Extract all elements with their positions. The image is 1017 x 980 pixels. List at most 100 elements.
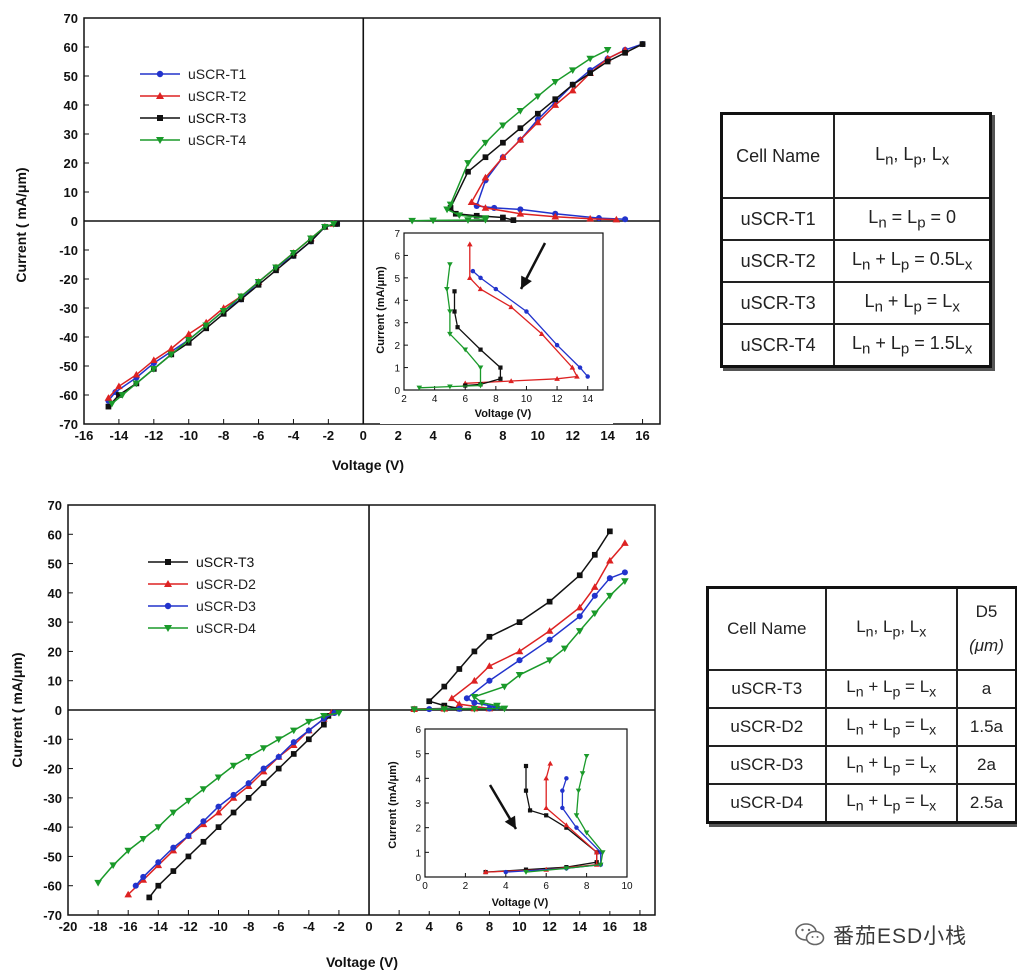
inset-x-tick-label: 4 (503, 881, 509, 892)
data-point (573, 813, 580, 819)
data-point (329, 221, 338, 228)
y-tick-label: 60 (64, 40, 78, 55)
data-point (446, 201, 455, 209)
data-point (146, 894, 153, 901)
x-tick-label: 4 (426, 919, 434, 934)
table1-row-name: uSCR-T4 (720, 323, 836, 368)
table2-row-value: Ln + Lp = Lx (824, 707, 958, 747)
data-point (164, 625, 172, 632)
inset-series-uSCR-T4 (416, 262, 484, 391)
y-tick-label: -20 (43, 762, 62, 777)
cell-table-top: Cell Name Ln, Lp, Lx uSCR-T1 Ln = Lp = 0… (720, 112, 992, 368)
legend-label: uSCR-D4 (196, 620, 256, 636)
data-point (499, 153, 507, 161)
x-tick-label: -10 (209, 919, 228, 934)
data-point (583, 754, 590, 759)
x-tick-label: -4 (288, 428, 300, 443)
data-point (410, 706, 418, 714)
arrow-head (504, 815, 516, 829)
table2-row-name: uSCR-D4 (706, 783, 827, 824)
data-point (574, 373, 580, 379)
data-point (165, 559, 171, 565)
table1-header-params: Ln, Lp, Lx (833, 112, 992, 199)
table2-row-value: Ln + Lp = Lx (824, 669, 958, 709)
data-point (575, 603, 584, 611)
x-tick-label: -12 (144, 428, 163, 443)
data-point (606, 556, 614, 564)
data-point (508, 304, 514, 310)
data-point (583, 830, 590, 836)
data-point (229, 762, 238, 770)
series-uSCR-D4 (94, 578, 629, 887)
data-point (408, 217, 416, 225)
data-point (184, 330, 193, 337)
x-tick-label: 0 (360, 428, 367, 443)
x-tick-label: 2 (396, 919, 403, 934)
series-line (97, 712, 340, 884)
inset-y-axis-label: Current (mA/μm) (387, 761, 399, 849)
x-tick-label: 16 (603, 919, 617, 934)
arrow-head (521, 275, 532, 289)
data-point (478, 699, 486, 707)
data-point (305, 727, 312, 734)
y-tick-label: 40 (64, 98, 78, 113)
table2-row-value: Ln + Lp = Lx (824, 745, 958, 785)
inset-y-tick-label: 5 (415, 750, 421, 761)
table1-row-name: uSCR-T1 (720, 197, 836, 241)
series-line (470, 49, 626, 221)
table1-header-cell-name: Cell Name (720, 112, 836, 199)
data-point (552, 96, 559, 103)
table2-row-d5: 2a (955, 745, 1017, 785)
inset-y-tick-label: 7 (394, 229, 400, 240)
data-point (612, 215, 621, 223)
x-tick-label: 2 (395, 428, 402, 443)
x-tick-label: 14 (600, 428, 615, 443)
data-point (599, 850, 606, 856)
data-point (515, 647, 524, 655)
inset-y-tick-label: 6 (415, 725, 421, 736)
data-point (591, 551, 598, 558)
inset-x-tick-label: 0 (422, 881, 428, 892)
data-point (551, 101, 560, 108)
data-point (523, 788, 529, 793)
data-point (335, 710, 343, 717)
series-uSCR-T4 (108, 47, 612, 408)
data-point (156, 70, 164, 78)
x-tick-label: 16 (635, 428, 649, 443)
x-tick-label: 6 (456, 919, 463, 934)
data-point (305, 736, 312, 743)
inset-x-tick-label: 10 (521, 394, 533, 405)
data-point (568, 67, 577, 74)
y-tick-label: -40 (59, 330, 78, 345)
y-axis-label: Current ( mA/μm) (13, 167, 29, 282)
legend-label: uSCR-T4 (188, 132, 247, 148)
data-point (132, 380, 141, 388)
y-tick-label: 70 (64, 11, 78, 26)
data-point (470, 705, 479, 713)
data-point (132, 370, 141, 378)
y-tick-label: 30 (64, 127, 78, 142)
data-point (534, 110, 541, 117)
y-tick-label: -60 (43, 879, 62, 894)
data-point (516, 619, 523, 625)
data-point (185, 853, 192, 860)
inset-y-tick-label: 6 (394, 251, 400, 262)
data-point (621, 569, 628, 576)
x-tick-label: -14 (110, 428, 130, 443)
data-point (321, 721, 327, 728)
data-point (124, 890, 133, 898)
data-point (447, 262, 453, 268)
data-point (467, 241, 473, 247)
chart-2: -20 -18 -16 -14 -12 -10 -8 -6 -4 -2 0 2 4 6 8 10 12 14 16 1… (9, 498, 656, 970)
data-point (115, 382, 123, 390)
data-point (603, 47, 612, 54)
table-row: uSCR-D4 Ln + Lp = Lx 2.5a (706, 783, 1017, 824)
inset-x-tick-label: 2 (463, 881, 469, 892)
data-point (554, 342, 560, 348)
table2-row-value: Ln + Lp = Lx (824, 783, 958, 824)
data-point (575, 788, 582, 794)
data-point (184, 797, 193, 805)
data-point (260, 780, 267, 787)
data-point (199, 786, 208, 793)
